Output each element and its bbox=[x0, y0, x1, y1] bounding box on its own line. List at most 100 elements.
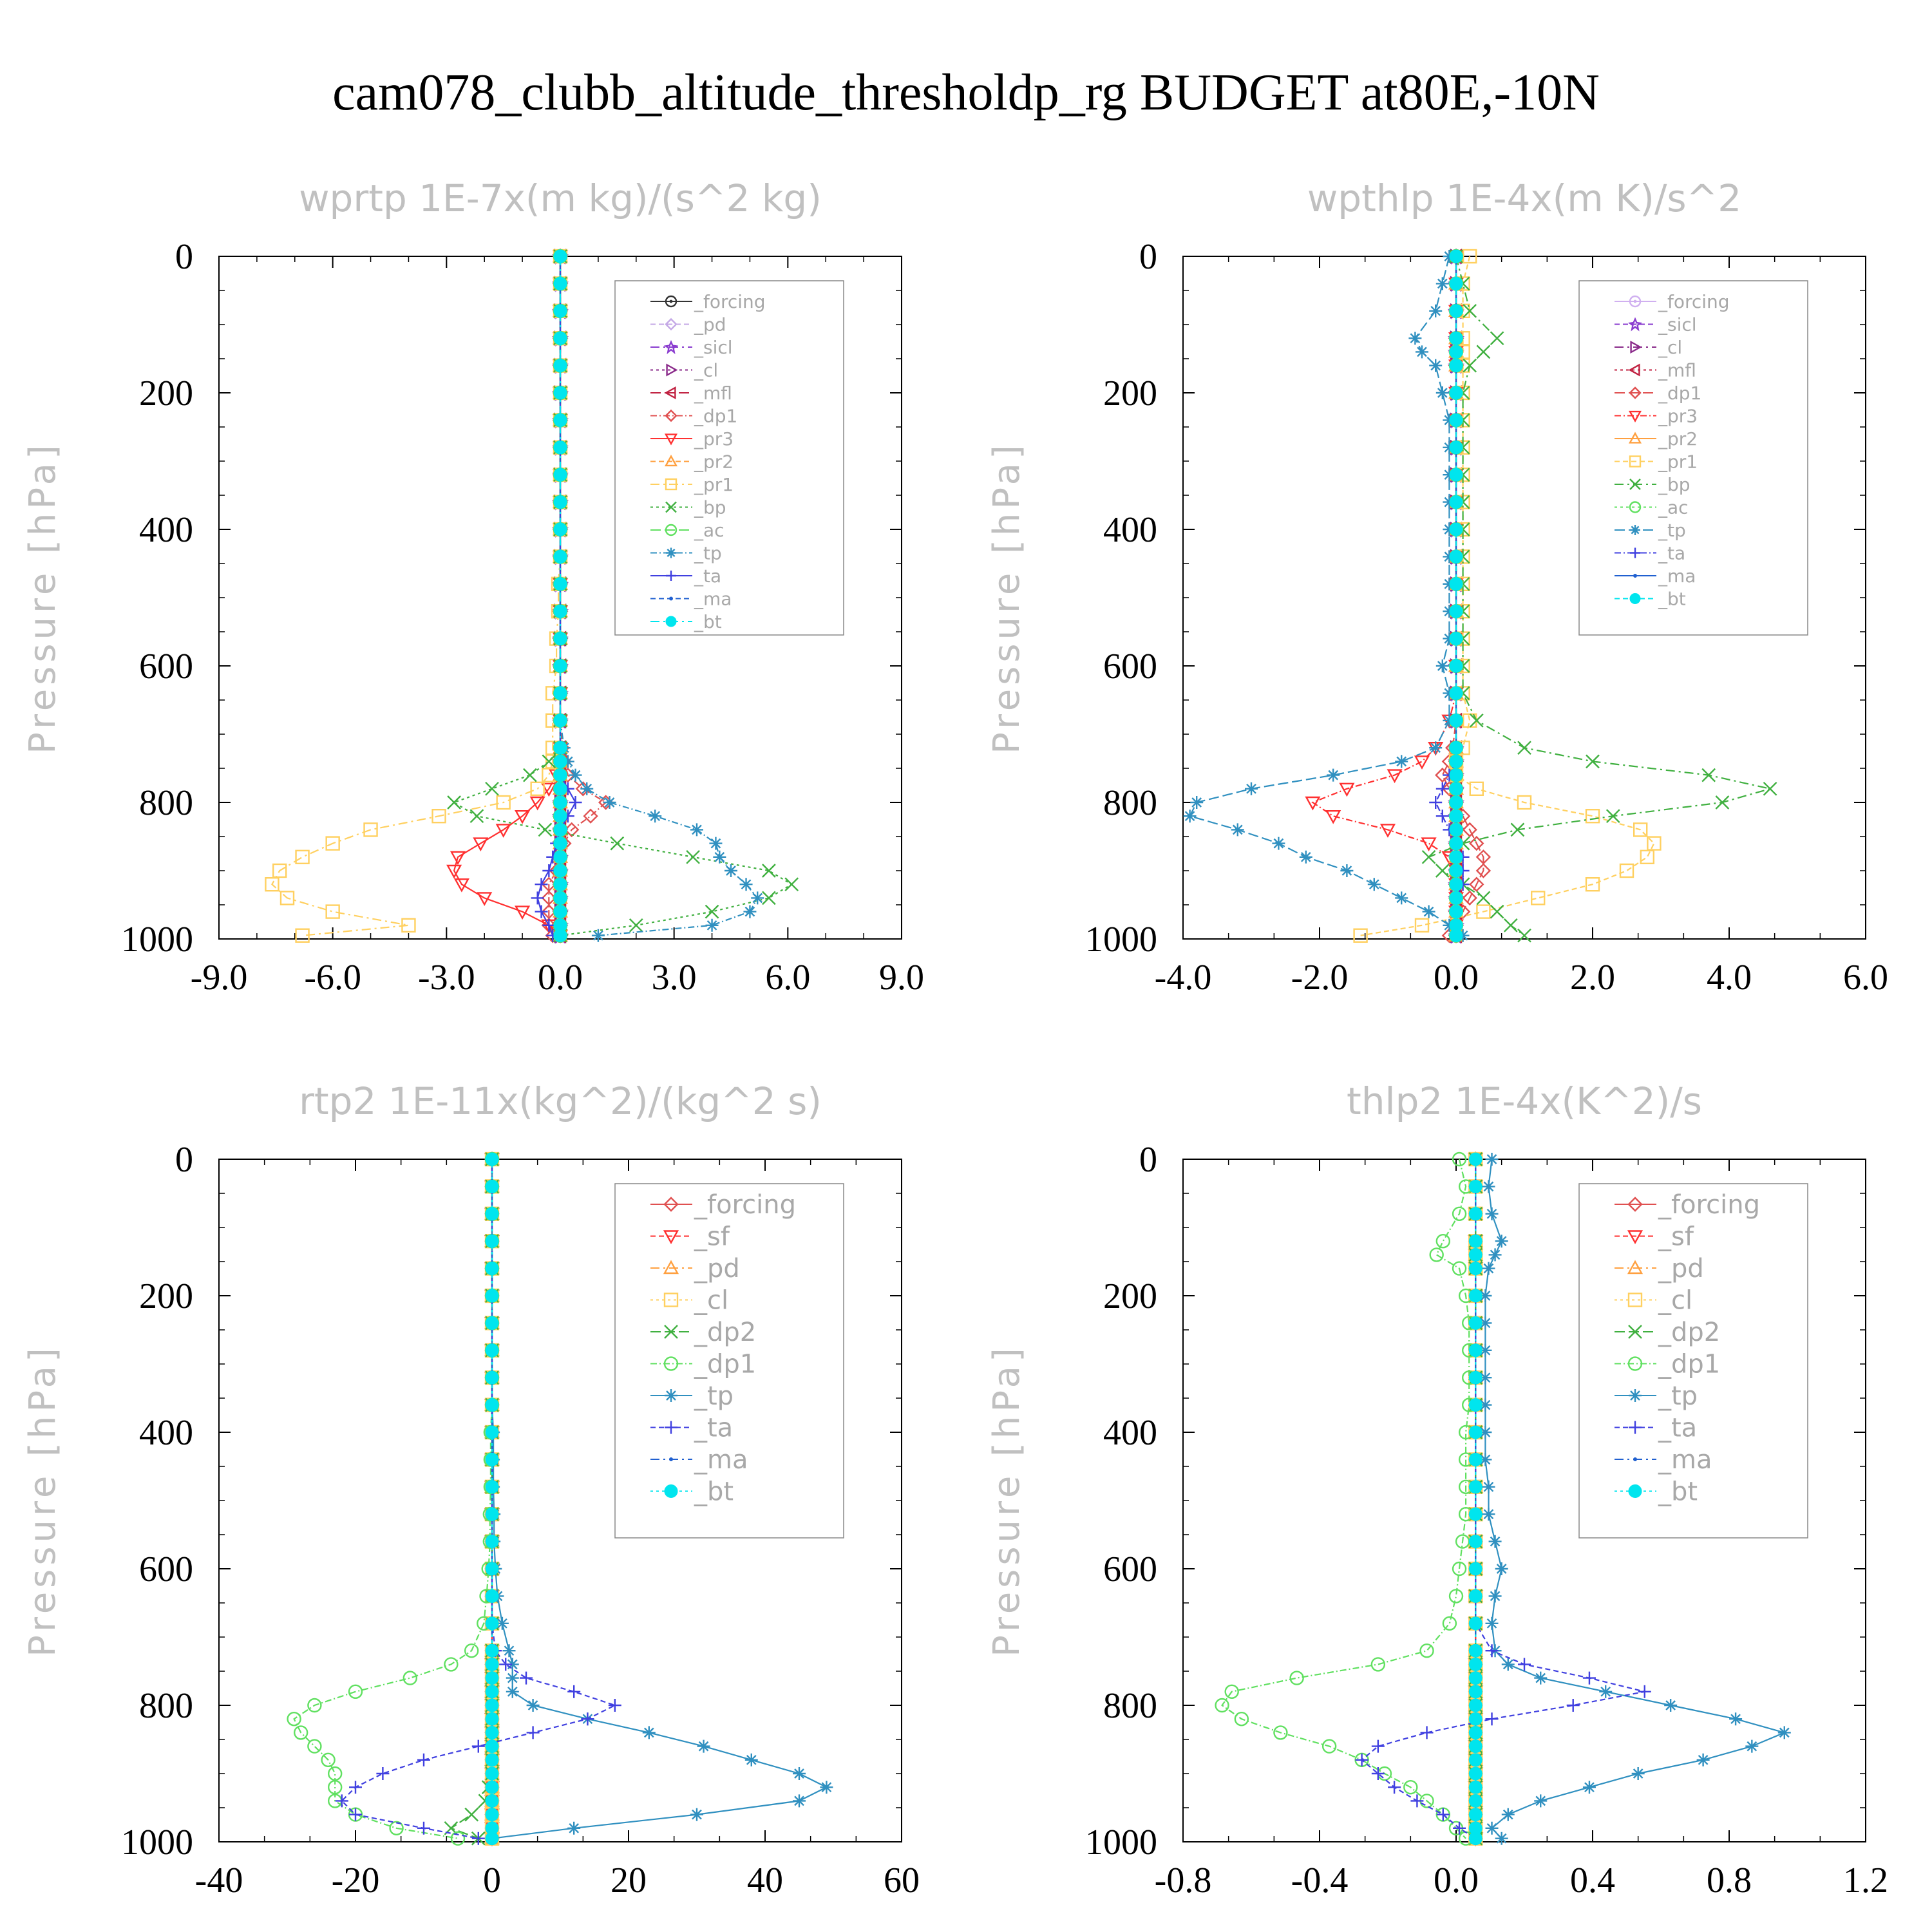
chart3-data-point bbox=[485, 1643, 499, 1658]
chart1-series-dp1 bbox=[541, 249, 614, 943]
chart3-legend-label: _ta bbox=[694, 1414, 733, 1443]
chart3-data-point bbox=[417, 1821, 430, 1835]
chart2-legend-label: _bt bbox=[1658, 588, 1686, 609]
chart4-data-point bbox=[1468, 1725, 1482, 1739]
chart1-data-point bbox=[447, 795, 461, 810]
chart4-legend-label: _pd bbox=[1658, 1254, 1704, 1283]
chart4-data-point bbox=[1468, 1343, 1482, 1358]
chart3-legend-marker bbox=[663, 1230, 679, 1244]
chart3-data-point bbox=[485, 1480, 499, 1494]
chart2-data-point bbox=[1449, 522, 1463, 536]
chart4-data-point bbox=[1518, 1658, 1531, 1671]
chart3-title: rtp2 1E-11x(kg^2)/(kg^2 s) bbox=[299, 1079, 822, 1123]
chart4-data-point bbox=[1410, 1794, 1424, 1808]
chart2-data-point bbox=[1517, 741, 1531, 755]
chart1-data-point bbox=[762, 891, 776, 905]
chart4-legend-entry: _forcing bbox=[1615, 1190, 1760, 1220]
chart1-data-point bbox=[686, 849, 700, 864]
chart1-legend-marker bbox=[666, 363, 678, 377]
chart2-data-point bbox=[1379, 824, 1396, 838]
chart2-data-point bbox=[1586, 754, 1600, 769]
chart2-series-line bbox=[1311, 256, 1457, 936]
chart4-y-tick-label: 0 bbox=[1139, 1140, 1157, 1180]
chart4-y-tick-label: 600 bbox=[1103, 1549, 1157, 1589]
chart1-data-point bbox=[295, 849, 310, 865]
chart1-data-point bbox=[553, 440, 567, 455]
chart3-legend-label: _bt bbox=[694, 1477, 734, 1507]
chart1-data-point bbox=[553, 386, 567, 400]
chart3-legend-marker bbox=[663, 1260, 679, 1274]
chart1-data-point bbox=[561, 755, 574, 768]
chart4-data-point bbox=[1468, 1589, 1482, 1603]
chart4-data-point bbox=[1488, 1248, 1502, 1262]
chart3-series-line bbox=[341, 1159, 617, 1839]
chart2-data-point bbox=[1339, 782, 1355, 797]
chart3-data-point bbox=[444, 1657, 459, 1672]
chart1-legend: _forcing_pd_sicl_cl_mfl_dp1_pr3_pr2_pr1_… bbox=[614, 280, 844, 636]
chart3-data-point bbox=[417, 1753, 430, 1766]
chart1-legend-entry: _cl bbox=[650, 359, 718, 381]
chart1-data-point bbox=[739, 878, 753, 891]
chart4-legend-marker bbox=[1627, 1356, 1643, 1371]
chart3-y-tick-label: 1000 bbox=[121, 1823, 193, 1862]
chart2-data-point bbox=[1429, 741, 1443, 755]
chart3-data-point bbox=[485, 1152, 499, 1166]
chart3-data-point bbox=[485, 1207, 499, 1221]
chart2-y-tick-label: 200 bbox=[1103, 374, 1157, 413]
chart2-data-point bbox=[1416, 345, 1428, 359]
chart1-y-tick-label: 400 bbox=[139, 510, 193, 550]
chart3-data-point bbox=[506, 1671, 519, 1685]
chart4-data-point bbox=[1479, 1426, 1492, 1439]
chart2-data-point bbox=[1490, 904, 1504, 919]
chart3-y-axis-label: Pressure [hPa] bbox=[22, 1344, 64, 1657]
chart1-series-layer bbox=[265, 247, 799, 944]
chart2-data-point bbox=[1435, 659, 1449, 672]
chart1-data-point bbox=[553, 304, 567, 318]
chart3-data-point bbox=[520, 1671, 533, 1685]
chart4-data-point bbox=[1371, 1767, 1385, 1780]
chart4-data-point bbox=[1442, 1616, 1457, 1631]
chart3-y-tick-label: 600 bbox=[139, 1549, 193, 1589]
chart2-data-point bbox=[1408, 332, 1422, 345]
chart3-legend-label: _pd bbox=[694, 1254, 740, 1283]
chart1-data-point bbox=[496, 795, 511, 810]
chart2-legend-label: _pr1 bbox=[1658, 451, 1698, 472]
chart2-data-point bbox=[1449, 809, 1463, 823]
chart2-data-point bbox=[1647, 836, 1662, 851]
chart2-data-point bbox=[1469, 835, 1484, 851]
chart4-legend-marker bbox=[1629, 1389, 1642, 1402]
chart4-series-line bbox=[1221, 1159, 1470, 1839]
chart1-data-point bbox=[580, 782, 594, 795]
chart1-data-point bbox=[705, 904, 719, 919]
chart1-legend-marker bbox=[663, 339, 679, 355]
chart4-data-point bbox=[1273, 1725, 1288, 1740]
chart3-data-point bbox=[335, 1794, 348, 1808]
chart1-data-point bbox=[529, 796, 545, 811]
chart1-legend-marker bbox=[666, 547, 676, 558]
chart2-data-point bbox=[1469, 876, 1484, 892]
chart1-data-point bbox=[272, 863, 287, 878]
chart4-data-point bbox=[1479, 1316, 1492, 1330]
chart4-series-line bbox=[1484, 1159, 1787, 1839]
chart4-y-tick-label: 800 bbox=[1103, 1686, 1157, 1726]
chart2-data-point bbox=[1517, 795, 1532, 810]
chart3-data-point bbox=[485, 1685, 499, 1699]
chart1-legend-marker bbox=[664, 433, 678, 446]
chart3-data-point bbox=[485, 1262, 499, 1276]
chart1-data-point bbox=[553, 632, 567, 646]
chart2-data-point bbox=[1449, 276, 1463, 290]
chart4-data-point bbox=[1566, 1699, 1580, 1712]
chart4-legend-entry: _bt bbox=[1615, 1477, 1698, 1507]
chart4-data-point bbox=[1468, 1398, 1482, 1412]
chart3-data-point bbox=[485, 1832, 499, 1846]
chart1-data-point bbox=[713, 850, 726, 864]
chart2-data-point bbox=[1325, 810, 1341, 824]
chart3-data-point bbox=[744, 1753, 758, 1766]
chart4-data-point bbox=[1468, 1643, 1482, 1658]
chart3-data-point bbox=[608, 1699, 621, 1712]
chart4-legend-entry: _dp1 bbox=[1615, 1350, 1720, 1379]
chart1-data-point bbox=[473, 837, 489, 852]
chart2-data-point bbox=[1435, 782, 1449, 795]
chart4-legend-entry: _tp bbox=[1615, 1381, 1698, 1411]
chart1-data-point bbox=[535, 905, 548, 918]
